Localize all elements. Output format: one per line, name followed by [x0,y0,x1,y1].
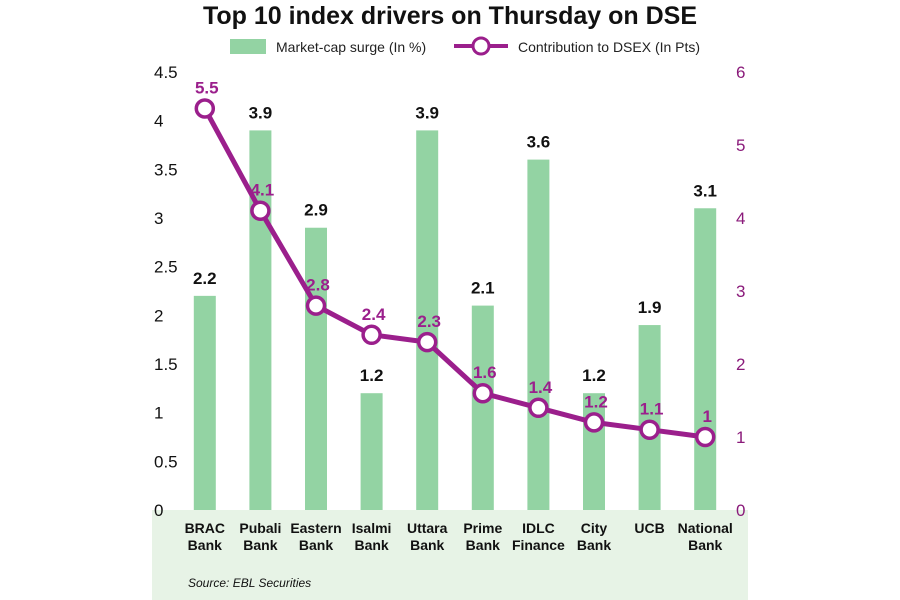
left-tick-label: 1.5 [154,355,178,374]
line-point [194,98,216,119]
left-tick-label: 0 [154,501,163,520]
right-tick-label: 0 [736,501,745,520]
line-value-label: 2.4 [362,305,386,324]
category-label: Prime Bank [463,520,502,553]
bar [360,393,383,510]
left-tick-label: 4 [154,112,163,131]
source-note: Source: EBL Securities [188,576,311,590]
right-tick-label: 5 [736,136,745,155]
bar [694,208,717,510]
right-tick-label: 3 [736,282,745,301]
left-tick-label: 3 [154,209,163,228]
chart-panel: Top 10 index drivers on Thursday on DSE … [152,0,748,600]
legend-line-marker [471,36,491,56]
bar [638,325,661,510]
bar-value-label: 3.6 [527,133,551,152]
category-label: IDLC Finance [512,520,565,553]
legend-bar-swatch [230,39,266,54]
line-point [583,412,605,433]
line-point [305,295,327,316]
left-axis: 0 0.5 1 1.5 2 2.5 3 3.5 4 4.5 [154,63,178,520]
line-series: 5.5 4.1 2.8 2.4 2.3 1.6 1.4 1.2 1.1 1 [194,79,716,448]
line-value-label: 5.5 [195,79,219,98]
bar [193,295,216,510]
bar [527,159,550,510]
left-tick-label: 1 [154,404,163,423]
line-point [361,324,382,346]
bar-value-label: 3.9 [415,103,439,122]
bar [305,227,327,510]
bar-value-label: 3.1 [693,181,717,200]
bar-series: 2.2 3.9 2.9 1.2 3.9 2.1 3.6 1.2 1.9 3.1 [193,103,717,510]
bar-value-label: 2.2 [193,269,217,288]
chart-canvas: Top 10 index drivers on Thursday on DSE … [152,2,748,600]
series-line [202,107,706,440]
bar-value-label: 3.9 [249,103,273,122]
left-tick-label: 0.5 [154,452,178,471]
bar-value-label: 1.2 [360,366,384,385]
right-tick-label: 2 [736,355,745,374]
left-tick-label: 2.5 [154,258,178,277]
category-label: BRAC Bank [185,520,225,553]
category-label: City Bank [577,520,611,553]
line-value-label: 1.1 [640,400,664,419]
bar-value-label: 1.2 [582,366,606,385]
right-tick-label: 1 [736,428,745,447]
line-point [639,419,660,440]
bar-value-label: 2.1 [471,279,495,298]
line-value-label: 1 [702,407,711,426]
line-value-label: 1.6 [473,363,497,382]
right-axis: 0 1 2 3 4 5 6 [736,63,745,520]
left-tick-label: 3.5 [154,160,178,179]
line-value-label: 2.3 [417,312,441,331]
category-label: Pubali Bank [239,520,281,553]
bar-value-label: 1.9 [638,298,662,317]
category-label: UCB [634,520,664,536]
line-point [694,426,716,448]
line-point [528,397,549,419]
category-label: National Bank [678,520,733,553]
chart-title: Top 10 index drivers on Thursday on DSE [203,2,697,30]
category-labels: BRAC Bank Pubali Bank Eastern Bank Isalmi Bank U… [185,520,733,553]
category-band [152,510,748,600]
line-value-label: 2.8 [306,276,330,295]
bar [416,130,439,510]
legend: Market-cap surge (In %) Contribution to … [230,36,700,56]
bar [471,305,494,510]
category-label: Isalmi Bank [352,520,392,553]
category-label: Eastern Bank [290,520,341,553]
line-point [472,382,494,404]
bar [249,130,272,510]
left-tick-label: 2 [154,306,163,325]
category-label: Uttara Bank [407,520,448,553]
line-value-label: 1.4 [529,378,553,397]
line-point [416,331,438,353]
line-value-label: 1.2 [584,392,608,411]
right-tick-label: 6 [736,63,745,82]
legend-bar-label: Market-cap surge (In %) [276,39,426,55]
line-point [250,200,271,221]
legend-line-label: Contribution to DSEX (In Pts) [518,39,700,55]
left-tick-label: 4.5 [154,63,178,82]
line-value-label: 4.1 [251,181,275,200]
right-tick-label: 4 [736,209,745,228]
bar-value-label: 2.9 [304,201,328,220]
